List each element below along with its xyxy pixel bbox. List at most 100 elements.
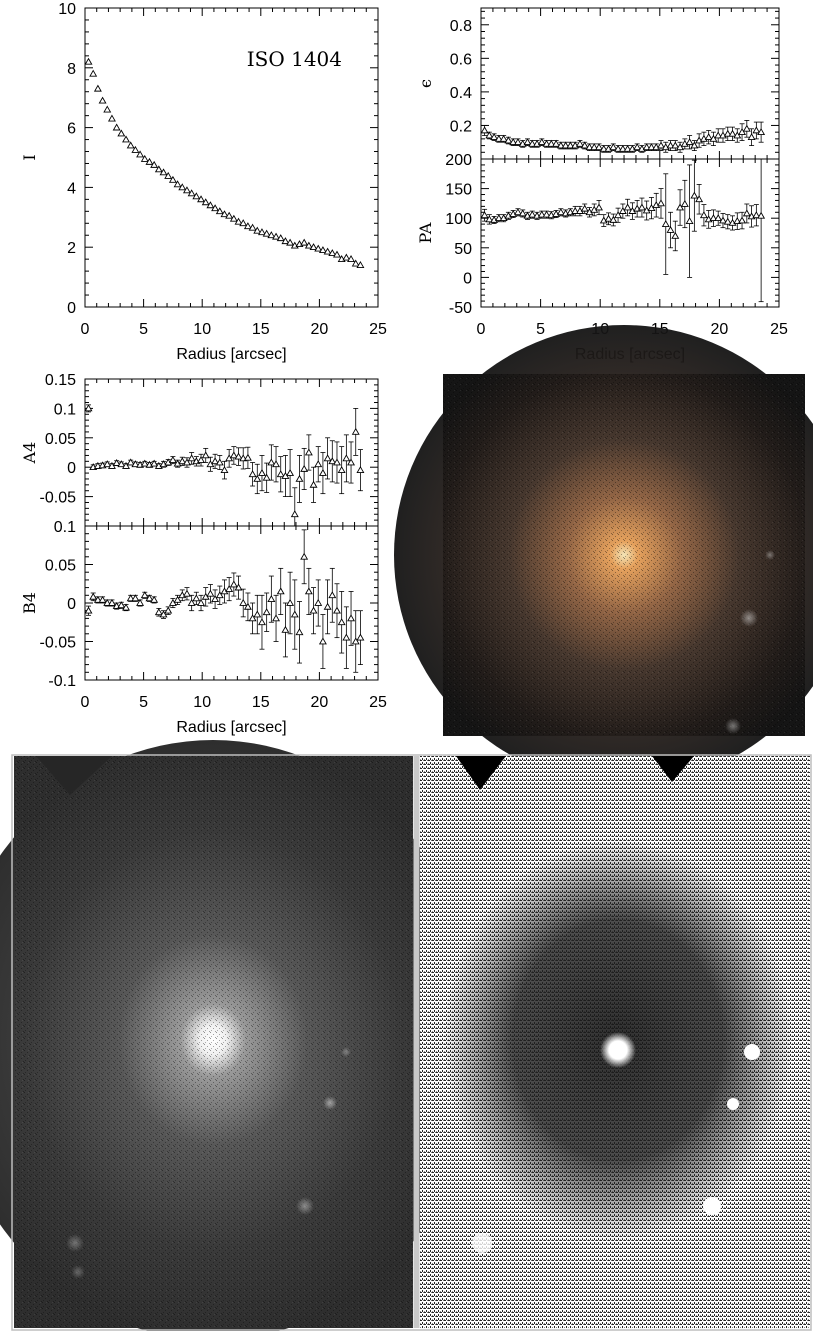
- data-point: [347, 458, 356, 466]
- data-point: [197, 456, 206, 463]
- data-point: [229, 580, 238, 588]
- a4-panel: -0.05 0 0.05 0.1 0.15 A4: [20, 372, 379, 527]
- y-tick-label: -0.05: [40, 490, 77, 507]
- y-tick-label: 0.15: [45, 372, 76, 389]
- data-point: [342, 454, 351, 462]
- data-point: [206, 201, 215, 209]
- data-point: [304, 587, 313, 595]
- data-point: [154, 608, 163, 616]
- data-point: [84, 57, 93, 65]
- data-point: [671, 141, 680, 149]
- data-point: [281, 625, 290, 633]
- data-point: [709, 214, 718, 222]
- data-point: [599, 144, 608, 152]
- data-point: [351, 637, 360, 645]
- y-tick-label: 0.8: [450, 18, 472, 35]
- chart-title: ISO 1404: [247, 47, 342, 71]
- data-point: [618, 206, 627, 214]
- data-point: [542, 210, 551, 218]
- data-point: [504, 136, 513, 144]
- data-point: [728, 129, 737, 137]
- data-point: [609, 215, 618, 223]
- data-point: [552, 139, 561, 147]
- data-point: [685, 138, 694, 146]
- data-point: [485, 131, 494, 139]
- y-tick-label: 100: [445, 211, 472, 228]
- data-point: [585, 143, 594, 151]
- data-point: [131, 460, 140, 468]
- data-point: [257, 228, 266, 236]
- data-point: [98, 595, 107, 603]
- data-point: [150, 160, 159, 168]
- data-point: [286, 238, 295, 246]
- data-point: [671, 231, 680, 239]
- y-tick-label: 0.05: [45, 431, 76, 448]
- y-tick-label: 0.4: [450, 85, 472, 102]
- foreground-star: [765, 550, 775, 560]
- data-point: [618, 144, 627, 152]
- data-point: [126, 458, 135, 466]
- data-point: [314, 244, 323, 252]
- data-point: [201, 198, 210, 206]
- data-point: [112, 123, 121, 131]
- data-point: [695, 195, 704, 203]
- data-point: [537, 210, 546, 218]
- data-point: [243, 222, 252, 230]
- data-point: [117, 129, 126, 137]
- data-point: [300, 552, 309, 560]
- data-point: [309, 243, 318, 251]
- data-point: [337, 466, 346, 473]
- data-point: [747, 133, 756, 141]
- y-tick-label: -0.1: [48, 673, 76, 690]
- data-point: [154, 165, 163, 173]
- data-point: [215, 207, 224, 215]
- data-point: [272, 614, 281, 622]
- data-point: [633, 143, 642, 151]
- data-point: [281, 237, 290, 245]
- data-point: [248, 223, 257, 231]
- data-point: [182, 186, 191, 194]
- data-point: [103, 105, 112, 113]
- data-point: [229, 451, 238, 459]
- foreground-star: [725, 718, 741, 734]
- data-point: [351, 259, 360, 267]
- y-axis-label: PA: [416, 222, 435, 243]
- foreground-star: [740, 609, 758, 627]
- data-point: [220, 466, 229, 473]
- y-tick-label: 0.6: [450, 51, 472, 68]
- data-point: [699, 211, 708, 219]
- data-point: [704, 133, 713, 141]
- data-point: [518, 209, 527, 217]
- data-point: [323, 602, 332, 610]
- ellipticity-panel: 0.2 0.4 0.6 0.8 ϵ: [416, 7, 780, 160]
- data-point: [286, 468, 295, 476]
- data-point: [140, 154, 149, 162]
- data-point: [757, 128, 766, 136]
- y-axis-label: B4: [20, 592, 39, 614]
- foreground-star: [341, 1047, 351, 1057]
- data-point: [262, 473, 271, 481]
- data-point: [225, 211, 234, 219]
- y-tick-label: 6: [67, 121, 76, 138]
- data-point: [304, 241, 313, 249]
- y-tick-label: 2: [67, 240, 76, 257]
- y-axis-label: A4: [20, 442, 39, 465]
- data-point: [547, 139, 556, 147]
- data-point: [642, 143, 651, 151]
- data-point: [234, 452, 243, 460]
- data-point: [253, 610, 262, 618]
- data-point: [103, 598, 112, 606]
- data-point: [164, 171, 173, 179]
- data-point: [192, 594, 201, 602]
- data-point: [499, 134, 508, 142]
- data-point: [262, 608, 271, 616]
- data-point: [333, 606, 341, 614]
- x-tick-label: 0: [477, 321, 486, 338]
- foreground-star: [472, 1233, 492, 1253]
- data-point: [112, 458, 121, 466]
- data-point: [159, 168, 168, 176]
- foreground-star: [727, 1098, 739, 1110]
- data-point: [714, 131, 723, 139]
- y-tick-label: 0: [463, 270, 472, 287]
- data-point: [542, 139, 551, 147]
